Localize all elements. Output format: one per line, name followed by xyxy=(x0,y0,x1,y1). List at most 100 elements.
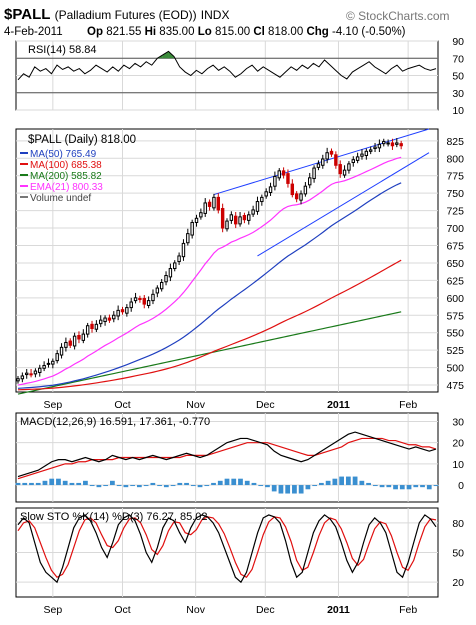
macd-tick-label: 0 xyxy=(458,480,464,492)
candle-body xyxy=(225,220,229,230)
candle-body xyxy=(199,212,203,218)
candle-body xyxy=(194,217,199,223)
candle-body xyxy=(355,156,360,161)
candle-body xyxy=(390,142,395,147)
price-x-label: 2011 xyxy=(327,399,350,411)
candle-body xyxy=(125,307,129,314)
candle-body xyxy=(321,158,325,166)
sto-tick-label: 20 xyxy=(452,577,464,589)
macd-signal-line xyxy=(17,437,437,480)
candle-body xyxy=(55,353,59,362)
macd-histogram-bar xyxy=(366,482,371,486)
price-tick-label: 700 xyxy=(446,223,464,235)
candle-body xyxy=(103,317,107,323)
sto-x-label: 2011 xyxy=(327,604,350,616)
candle-body xyxy=(334,154,338,166)
legend-entry: Volume undef xyxy=(30,193,91,204)
macd-histogram-bar xyxy=(150,482,156,486)
macd-histogram-bar xyxy=(386,485,392,488)
candle-body xyxy=(373,146,377,150)
legend-entry: EMA(21) 800.33 xyxy=(30,182,103,193)
candle-body xyxy=(377,143,382,149)
sto-x-label: Dec xyxy=(256,604,275,616)
price-tick-label: 650 xyxy=(446,258,464,270)
candle-body xyxy=(46,362,51,365)
candle-body xyxy=(51,360,55,365)
candle-body xyxy=(85,325,90,335)
price-tick-label: 475 xyxy=(446,380,464,392)
macd-histogram-bar xyxy=(406,485,412,490)
candle-body xyxy=(38,367,42,373)
candle-body xyxy=(347,163,351,171)
legend-entry: MA(50) 765.49 xyxy=(30,149,97,160)
macd-histogram-bar xyxy=(35,482,41,486)
price-x-label: Feb xyxy=(399,399,417,411)
cl-label: Cl xyxy=(253,26,265,38)
macd-histogram-bar xyxy=(130,485,135,487)
macd-tick-label: 10 xyxy=(452,459,464,471)
candle-body xyxy=(268,186,273,193)
candle-body xyxy=(20,375,25,380)
candle-body xyxy=(155,287,160,294)
price-tick-label: 575 xyxy=(446,310,464,322)
candle-body xyxy=(364,150,369,157)
candle-body xyxy=(190,221,194,236)
rsi-title: RSI(14) 58.84 xyxy=(28,44,96,56)
brand-text: © StockCharts.com xyxy=(346,9,450,23)
macd-histogram-bar xyxy=(278,485,284,494)
candle-body xyxy=(72,335,77,347)
candle-body xyxy=(238,216,242,225)
price-tick-label: 750 xyxy=(446,188,464,200)
candle-body xyxy=(59,346,64,356)
macd-histogram-bar xyxy=(123,485,129,488)
candle-body xyxy=(360,153,364,157)
candle-body xyxy=(247,214,251,221)
macd-histogram-bar xyxy=(89,485,95,487)
macd-histogram-bar xyxy=(258,485,264,487)
macd-histogram-bar xyxy=(345,476,351,486)
quote-date: 4-Feb-2011 xyxy=(4,26,63,38)
macd-histogram-bar xyxy=(224,478,230,486)
candle-body xyxy=(290,183,295,196)
macd-histogram-bar xyxy=(433,485,439,487)
candle-body xyxy=(251,209,255,215)
candle-body xyxy=(99,319,103,325)
candle-body xyxy=(242,215,247,221)
rsi-tick-label: 70 xyxy=(452,53,464,65)
rsi-overbought-fill xyxy=(162,51,169,59)
hi-value: 835.00 xyxy=(159,26,195,38)
quote-line: 4-Feb-2011 Op 821.55 Hi 835.00 Lo 815.00… xyxy=(4,26,406,38)
macd-line xyxy=(17,431,437,478)
candle-body xyxy=(303,185,308,195)
candle-body xyxy=(316,163,321,168)
price-tick-label: 625 xyxy=(446,275,464,287)
candle-body xyxy=(29,373,33,376)
chg-label: Chg xyxy=(306,26,329,38)
candle-body xyxy=(212,196,216,209)
macd-histogram-bar xyxy=(83,480,88,486)
candle-body xyxy=(216,196,221,211)
trend-lower-line xyxy=(257,152,430,257)
macd-histogram-bar xyxy=(298,485,304,494)
candle-body xyxy=(299,193,303,201)
macd-tick-label: 30 xyxy=(452,416,464,428)
candle-body xyxy=(229,214,234,221)
price-tick-label: 775 xyxy=(446,171,464,183)
op-value: 821.55 xyxy=(106,26,142,38)
macd-histogram-bar xyxy=(22,482,28,486)
candle-body xyxy=(146,300,151,306)
op-label: Op xyxy=(87,26,103,38)
sto-d-line xyxy=(17,516,437,579)
candle-body xyxy=(260,196,264,203)
macd-histogram-bar xyxy=(217,480,223,486)
candle-body xyxy=(107,317,112,321)
candle-body xyxy=(177,255,181,263)
macd-histogram-bar xyxy=(393,485,398,490)
macd-histogram-bar xyxy=(184,482,189,486)
macd-histogram-bar xyxy=(143,485,149,487)
price-panel: 825 800 775 750 725 700 675 650 625 600 575 550 525 5… xyxy=(15,128,464,411)
macd-histogram-bar xyxy=(56,478,61,486)
candle-body xyxy=(186,233,190,244)
macd-histogram-bar xyxy=(420,485,425,488)
price-frame xyxy=(15,128,439,393)
